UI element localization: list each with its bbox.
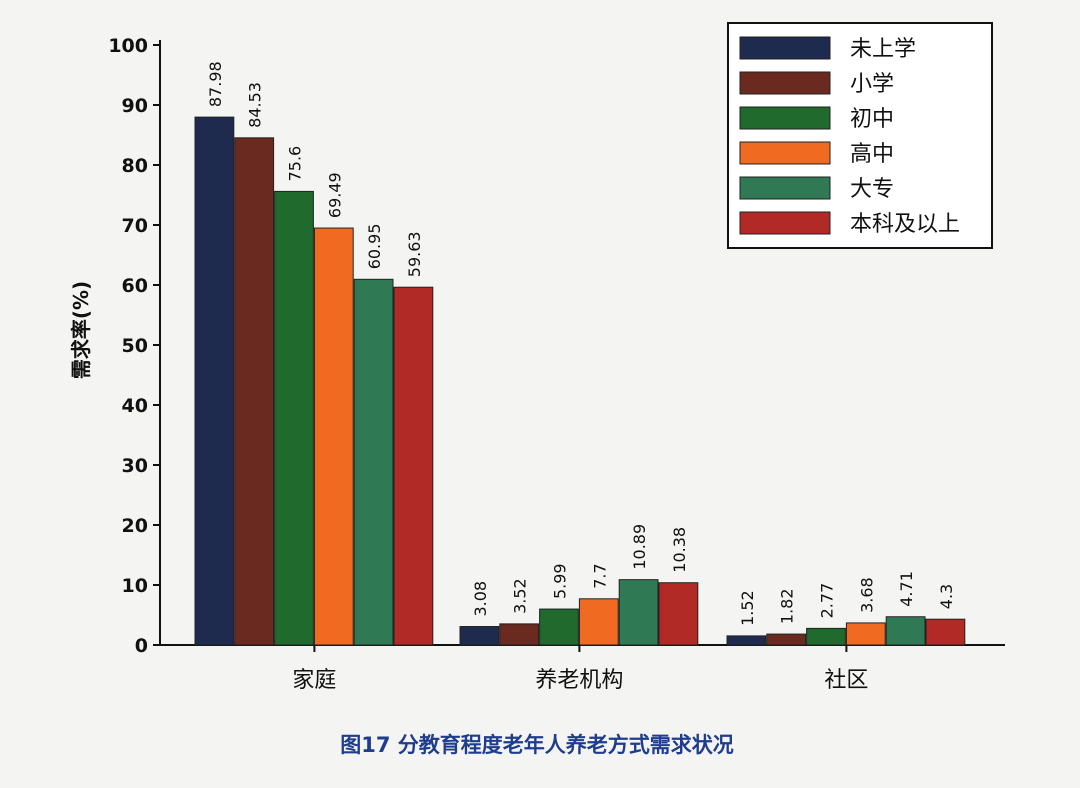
legend-swatch (739, 211, 831, 235)
value-labels: 87.98 84.53 75.6 69.49 60.95 59.63 3.08 3.52 5.9… (206, 61, 956, 626)
legend-entry: 小学 (850, 72, 894, 97)
y-tick-label: 30 (122, 455, 148, 477)
data-label: 7.7 (590, 563, 609, 588)
y-tick-label: 90 (122, 95, 148, 117)
data-label: 4.3 (937, 584, 956, 609)
y-tick-label: 20 (122, 515, 148, 537)
bar (313, 227, 354, 646)
data-label: 2.77 (818, 583, 837, 619)
bar (925, 618, 966, 646)
data-label: 84.53 (246, 82, 265, 128)
y-tick-label: 60 (122, 275, 148, 297)
legend-entry: 大专 (850, 177, 894, 202)
data-label: 69.49 (325, 172, 344, 218)
data-label: 1.82 (778, 588, 797, 624)
bar (885, 616, 926, 646)
data-label: 75.6 (286, 146, 305, 182)
bar (499, 623, 540, 646)
bar (618, 579, 659, 646)
legend-swatch (739, 176, 831, 200)
bar (234, 137, 275, 646)
x-category-label: 家庭 (292, 668, 336, 693)
x-category-label: 社区 (824, 668, 868, 693)
legend-swatch (739, 71, 831, 95)
bar (459, 626, 500, 646)
data-label: 3.08 (471, 581, 490, 617)
bar (766, 633, 807, 646)
data-label: 10.38 (670, 527, 689, 573)
bar (194, 116, 235, 646)
legend-box (727, 22, 993, 249)
legend-entry: 初中 (850, 107, 894, 132)
legend-swatch (739, 36, 831, 60)
x-category-label: 养老机构 (535, 668, 623, 693)
y-tick-label: 100 (108, 35, 148, 57)
bars (194, 116, 966, 646)
legend-swatch (739, 141, 831, 165)
bar (845, 622, 886, 646)
bar (353, 278, 394, 646)
data-label: 4.71 (897, 571, 916, 607)
y-tick-label: 70 (122, 215, 148, 237)
legend-swatch (739, 106, 831, 130)
data-label: 3.68 (857, 577, 876, 613)
data-label: 59.63 (405, 231, 424, 277)
bar (393, 286, 434, 646)
data-label: 1.52 (738, 590, 757, 626)
data-label: 3.52 (511, 578, 530, 614)
data-label: 5.99 (551, 563, 570, 599)
data-label: 87.98 (206, 61, 225, 107)
bar (726, 635, 767, 646)
y-axis-title: 需求率(%) (69, 281, 93, 379)
y-tick-label: 80 (122, 155, 148, 177)
bar (274, 190, 314, 646)
legend-entry: 未上学 (850, 37, 916, 62)
bar (806, 627, 846, 646)
legend-entry: 本科及以上 (850, 212, 960, 237)
y-tick-label: 0 (135, 635, 148, 657)
legend-entry: 高中 (850, 142, 894, 167)
y-tick-label: 50 (122, 335, 148, 357)
data-label: 10.89 (630, 524, 649, 570)
bar (658, 582, 699, 646)
bar (539, 608, 579, 646)
data-label: 60.95 (365, 223, 384, 269)
figure-caption: 图17 分教育程度老年人养老方式需求状况 (340, 733, 734, 757)
bar (578, 598, 619, 646)
y-tick-label: 10 (122, 575, 148, 597)
axes: 0 10 20 30 40 50 60 70 80 90 100 家庭 养老机构 社区 (108, 35, 1005, 693)
y-tick-label: 40 (122, 395, 148, 417)
